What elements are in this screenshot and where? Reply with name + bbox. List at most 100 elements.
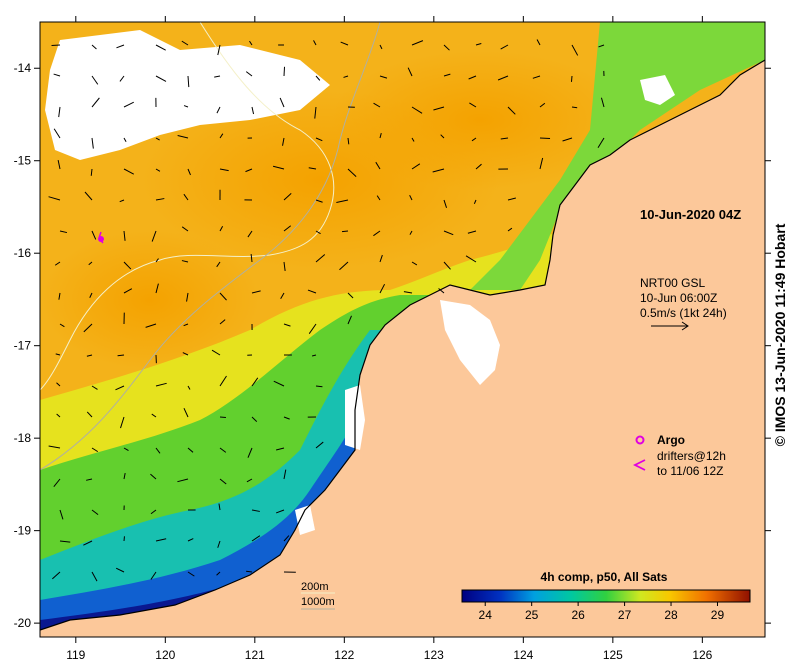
current-vector bbox=[570, 75, 573, 82]
cloud-gap bbox=[440, 300, 500, 385]
current-vector bbox=[183, 105, 189, 108]
current-vector bbox=[315, 230, 321, 235]
y-tick-label: -18 bbox=[14, 431, 32, 445]
current-vectors bbox=[48, 39, 605, 582]
current-vector bbox=[283, 261, 286, 272]
current-vector bbox=[471, 137, 477, 142]
current-vector bbox=[411, 40, 424, 46]
current-vector bbox=[562, 137, 573, 142]
current-vector bbox=[145, 323, 157, 328]
y-tick-label: -15 bbox=[14, 154, 32, 168]
current-vector bbox=[59, 509, 64, 520]
current-vector bbox=[183, 323, 189, 327]
current-vector bbox=[53, 128, 61, 139]
current-vector bbox=[339, 261, 349, 271]
current-vector bbox=[347, 315, 352, 325]
cloud-gap bbox=[640, 75, 675, 105]
current-vector bbox=[272, 165, 285, 170]
x-tick-label: 126 bbox=[692, 648, 712, 662]
current-vector bbox=[187, 538, 194, 542]
current-vector bbox=[187, 447, 194, 453]
current-vector bbox=[283, 416, 290, 420]
current-vector bbox=[86, 411, 93, 418]
current-vector bbox=[283, 469, 287, 480]
current-vector bbox=[336, 199, 349, 203]
current-vector bbox=[155, 283, 159, 294]
current-vector bbox=[119, 75, 125, 82]
current-vector bbox=[440, 134, 445, 139]
current-vector bbox=[315, 199, 323, 203]
current-vector bbox=[119, 199, 125, 203]
current-vector bbox=[181, 260, 189, 263]
current-vector bbox=[58, 292, 61, 300]
current-vector bbox=[183, 193, 189, 201]
current-vector bbox=[379, 132, 382, 139]
current-vector bbox=[507, 227, 513, 232]
current-vector bbox=[597, 137, 605, 149]
current-vector bbox=[532, 75, 541, 79]
current-vector bbox=[468, 75, 477, 80]
current-vector bbox=[115, 385, 125, 391]
current-vector bbox=[571, 106, 578, 109]
current-vector bbox=[83, 540, 93, 546]
current-vector bbox=[443, 230, 454, 236]
current-vector bbox=[48, 196, 61, 201]
current-vector bbox=[571, 44, 579, 56]
current-vector bbox=[469, 102, 477, 108]
currents-time: 10-Jun 06:00Z bbox=[640, 291, 717, 305]
current-vector bbox=[539, 157, 544, 170]
current-vector bbox=[123, 472, 126, 480]
current-vector bbox=[219, 168, 229, 172]
current-vector bbox=[181, 40, 189, 46]
current-vector bbox=[375, 161, 381, 170]
current-vector bbox=[183, 408, 189, 418]
current-vector bbox=[59, 540, 71, 543]
current-vector bbox=[182, 352, 189, 356]
current-vector bbox=[53, 478, 61, 488]
current-vector bbox=[216, 261, 221, 268]
current-vector bbox=[219, 292, 227, 301]
colorbar: 4h comp, p50, All Sats 24 25 26 27 28 29 bbox=[461, 570, 751, 622]
current-vector bbox=[56, 413, 61, 418]
current-vector bbox=[411, 261, 418, 266]
current-vector bbox=[177, 135, 189, 139]
current-vector bbox=[123, 168, 135, 175]
current-vector bbox=[341, 230, 349, 233]
current-vector bbox=[216, 106, 221, 114]
current-vector bbox=[251, 509, 260, 512]
current-vector bbox=[187, 168, 191, 176]
warm-patch bbox=[40, 230, 260, 370]
current-vector bbox=[246, 478, 253, 483]
current-vector bbox=[340, 41, 349, 46]
current-vector bbox=[315, 137, 323, 142]
current-vector bbox=[155, 382, 167, 387]
current-vector bbox=[379, 44, 383, 50]
current-vector bbox=[307, 289, 317, 294]
current-vector bbox=[187, 75, 190, 88]
current-vector bbox=[58, 106, 61, 118]
isobath-1000m bbox=[40, 22, 381, 471]
current-vector bbox=[123, 230, 126, 241]
current-vector bbox=[59, 230, 68, 234]
current-vector bbox=[539, 137, 551, 140]
current-vector bbox=[475, 43, 482, 46]
current-vector bbox=[314, 106, 317, 119]
current-vector bbox=[379, 254, 383, 263]
current-vector bbox=[347, 137, 350, 145]
x-tick-label: 122 bbox=[334, 648, 354, 662]
current-vector bbox=[151, 230, 157, 242]
current-vector bbox=[280, 292, 285, 300]
current-vector bbox=[500, 137, 509, 140]
current-vector bbox=[245, 71, 253, 77]
current-vector bbox=[473, 199, 477, 205]
x-axis: 119 120 121 122 123 124 125 126 bbox=[66, 16, 713, 662]
current-vector bbox=[86, 478, 93, 481]
current-vector bbox=[443, 261, 451, 270]
current-vector bbox=[283, 66, 286, 77]
current-vector bbox=[403, 291, 413, 294]
credit-text: © IMOS 13-Jun-2020 11:49 Hobart bbox=[772, 223, 788, 447]
current-vector bbox=[282, 137, 285, 146]
drifter-track bbox=[98, 231, 104, 244]
current-vector bbox=[150, 473, 157, 480]
current-vector bbox=[91, 137, 94, 149]
